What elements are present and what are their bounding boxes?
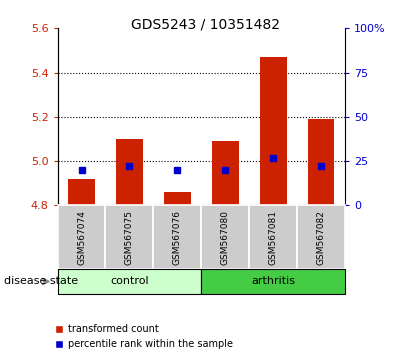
Bar (153, 205, 201, 269)
Bar (201, 269, 345, 294)
Text: arthritis: arthritis (251, 276, 296, 286)
Text: GDS5243 / 10351482: GDS5243 / 10351482 (131, 18, 280, 32)
Text: GSM567076: GSM567076 (173, 210, 182, 265)
Bar (106, 205, 153, 269)
Text: control: control (110, 276, 149, 286)
Bar (68, 179, 95, 205)
Text: disease state: disease state (4, 276, 78, 286)
Bar (249, 205, 297, 269)
Bar (260, 57, 286, 205)
Bar (212, 141, 238, 205)
Text: GSM567082: GSM567082 (317, 210, 326, 265)
Text: GSM567074: GSM567074 (77, 210, 86, 265)
Bar (164, 192, 191, 205)
Legend: transformed count, percentile rank within the sample: transformed count, percentile rank withi… (54, 324, 233, 349)
Bar (58, 269, 201, 294)
Text: GSM567080: GSM567080 (221, 210, 230, 265)
Text: GSM567081: GSM567081 (269, 210, 278, 265)
Text: GSM567075: GSM567075 (125, 210, 134, 265)
Bar (297, 205, 345, 269)
Bar (58, 205, 106, 269)
Bar (201, 205, 249, 269)
Bar (308, 119, 335, 205)
Bar (116, 139, 143, 205)
